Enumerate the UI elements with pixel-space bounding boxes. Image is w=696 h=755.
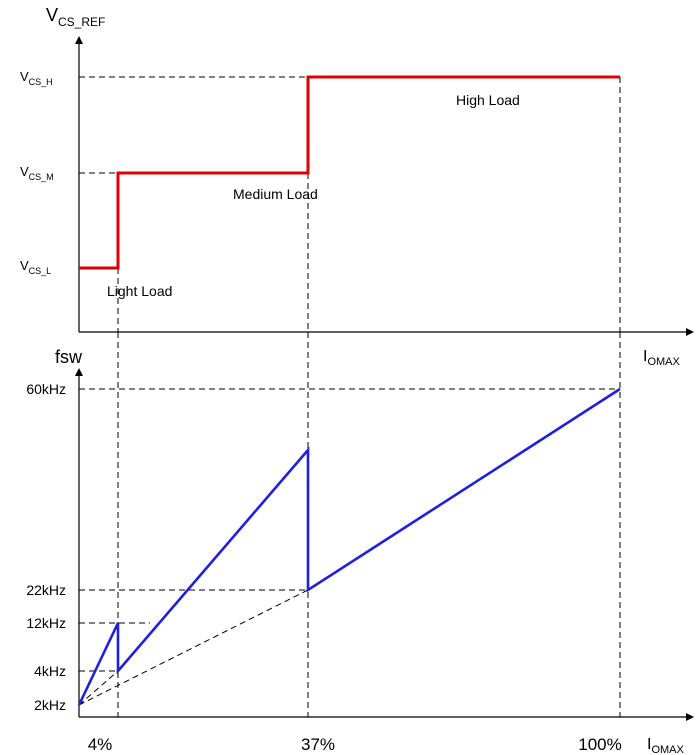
bottom-y-tick-labels: 2kHz 4kHz 12kHz 22kHz 60kHz <box>26 381 66 713</box>
top-level-labels: VCS_L VCS_M VCS_H <box>20 69 54 276</box>
top-x-axis-label: IOMAX <box>643 348 681 368</box>
top-y-axis-label-main: V <box>46 5 58 25</box>
top-y-axis-label: VCS_REF <box>46 5 105 29</box>
bottom-y-axis-label: fsw <box>55 347 83 367</box>
guide-diagonal-1 <box>78 589 309 706</box>
y-tick-label: 22kHz <box>26 582 66 598</box>
x-tick-label: 100% <box>578 735 621 754</box>
annotation-light-load: Light Load <box>107 283 172 299</box>
guide-diagonal-0 <box>78 670 119 706</box>
level-label-vcs-h: VCS_H <box>20 69 53 87</box>
bottom-x-tick-labels: 4% 37% 100% <box>88 735 622 754</box>
bottom-series-line <box>77 387 621 706</box>
top-y-axis-label-sub: CS_REF <box>58 15 105 29</box>
y-tick-label: 12kHz <box>26 615 66 631</box>
bottom-x-axis-label: IOMAX <box>647 736 685 755</box>
y-tick-label: 60kHz <box>26 381 66 397</box>
x-tick-label: 4% <box>88 735 113 754</box>
level-label-vcs-m: VCS_M <box>20 164 54 182</box>
level-label-vcs-l: VCS_L <box>20 258 51 276</box>
y-tick-label: 4kHz <box>34 663 66 679</box>
x-tick-label: 37% <box>301 735 335 754</box>
annotation-high-load: High Load <box>456 92 520 108</box>
y-tick-label: 2kHz <box>34 697 66 713</box>
bottom-guides <box>78 332 621 717</box>
bottom-panel: fsw 2kHz 4kHz 12kHz 22kHz 60kHz 4% 37% 100% IO… <box>26 332 694 755</box>
annotation-medium-load: Medium Load <box>233 186 318 202</box>
top-annotations: Light Load Medium Load High Load <box>107 92 520 299</box>
top-series-line <box>79 75 620 270</box>
top-panel: VCS_REF VCS_L VCS_M VCS_H Light Load Med… <box>20 5 694 368</box>
